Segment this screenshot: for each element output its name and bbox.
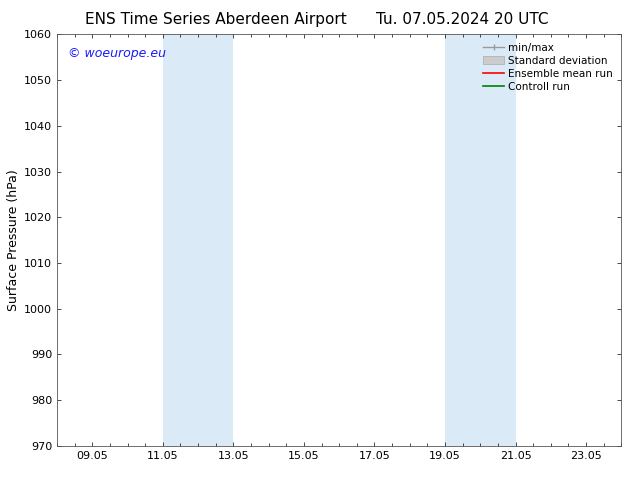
Y-axis label: Surface Pressure (hPa): Surface Pressure (hPa) <box>7 169 20 311</box>
Text: ENS Time Series Aberdeen Airport      Tu. 07.05.2024 20 UTC: ENS Time Series Aberdeen Airport Tu. 07.… <box>85 12 549 27</box>
Bar <box>445 34 515 446</box>
Legend: min/max, Standard deviation, Ensemble mean run, Controll run: min/max, Standard deviation, Ensemble me… <box>480 40 616 95</box>
Text: © woeurope.eu: © woeurope.eu <box>68 47 166 60</box>
Bar <box>163 34 233 446</box>
